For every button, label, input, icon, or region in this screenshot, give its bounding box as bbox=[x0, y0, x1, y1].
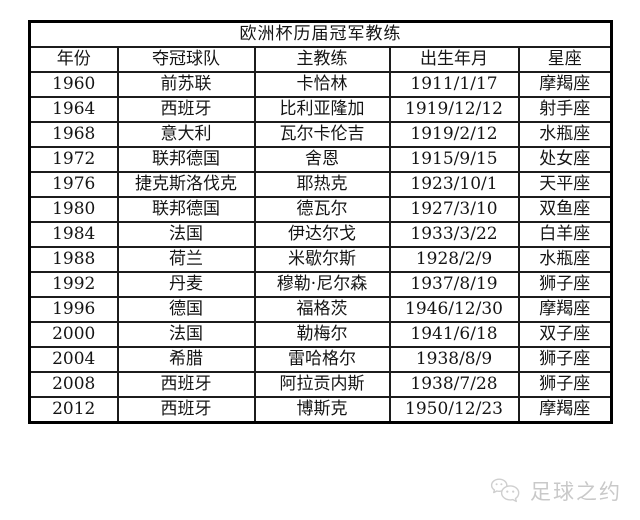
table-cell: 1960 bbox=[28, 71, 119, 98]
table-cell: 丹麦 bbox=[116, 271, 256, 298]
table-row: 2004 希腊 雷哈格尔 1938/8/9 狮子座 bbox=[28, 346, 613, 373]
column-header-team: 夺冠球队 bbox=[116, 46, 256, 73]
table-cell: 法国 bbox=[116, 221, 256, 248]
table-body: 1960 前苏联 卡恰林 1911/1/17 摩羯座 1964 西班牙 比利亚隆加 1919/1… bbox=[28, 71, 613, 424]
table-row: 1960 前苏联 卡恰林 1911/1/17 摩羯座 bbox=[28, 71, 613, 98]
table-row: 1964 西班牙 比利亚隆加 1919/12/12 射手座 bbox=[28, 96, 613, 123]
table-cell: 勒梅尔 bbox=[253, 321, 391, 348]
table-cell: 1928/2/9 bbox=[388, 246, 520, 273]
column-header-zodiac: 星座 bbox=[517, 46, 613, 73]
table-row: 1988 荷兰 米歇尔斯 1928/2/9 水瓶座 bbox=[28, 246, 613, 273]
table-cell: 1972 bbox=[28, 146, 119, 173]
wechat-icon bbox=[490, 478, 521, 505]
table-cell: 希腊 bbox=[116, 346, 256, 373]
table-title: 欧洲杯历届冠军教练 bbox=[28, 20, 613, 48]
table-cell: 德瓦尔 bbox=[253, 196, 391, 223]
table-row: 1976 捷克斯洛伐克 耶热克 1923/10/1 天平座 bbox=[28, 171, 613, 198]
champions-table: 欧洲杯历届冠军教练 年份 夺冠球队 主教练 出生年月 星座 1960 前苏联 卡恰林… bbox=[28, 20, 613, 424]
table-cell: 1968 bbox=[28, 121, 119, 148]
table-cell: 博斯克 bbox=[253, 396, 391, 424]
table-cell: 阿拉贡内斯 bbox=[253, 371, 391, 398]
table-cell: 1938/8/9 bbox=[388, 346, 520, 373]
table-row: 1996 德国 福格茨 1946/12/30 摩羯座 bbox=[28, 296, 613, 323]
column-header-coach: 主教练 bbox=[253, 46, 391, 73]
table-cell: 西班牙 bbox=[116, 371, 256, 398]
table-cell: 1941/6/18 bbox=[388, 321, 520, 348]
table-cell: 伊达尔戈 bbox=[253, 221, 391, 248]
watermark: 足球之约 bbox=[490, 476, 622, 506]
table-cell: 捷克斯洛伐克 bbox=[116, 171, 256, 198]
table-cell: 摩羯座 bbox=[517, 71, 613, 98]
table-cell: 1950/12/23 bbox=[388, 396, 520, 424]
table-row: 2000 法国 勒梅尔 1941/6/18 双子座 bbox=[28, 321, 613, 348]
table-cell: 1988 bbox=[28, 246, 119, 273]
table-cell: 1915/9/15 bbox=[388, 146, 520, 173]
table-cell: 1976 bbox=[28, 171, 119, 198]
table-cell: 1937/8/19 bbox=[388, 271, 520, 298]
table-cell: 意大利 bbox=[116, 121, 256, 148]
table-cell: 射手座 bbox=[517, 96, 613, 123]
table-cell: 处女座 bbox=[517, 146, 613, 173]
column-header-year: 年份 bbox=[28, 46, 119, 73]
table-cell: 卡恰林 bbox=[253, 71, 391, 98]
table-cell: 双鱼座 bbox=[517, 196, 613, 223]
table-cell: 1933/3/22 bbox=[388, 221, 520, 248]
table-cell: 前苏联 bbox=[116, 71, 256, 98]
table-cell: 狮子座 bbox=[517, 371, 613, 398]
table-row: 2008 西班牙 阿拉贡内斯 1938/7/28 狮子座 bbox=[28, 371, 613, 398]
table-row: 1972 联邦德国 舍恩 1915/9/15 处女座 bbox=[28, 146, 613, 173]
watermark-label: 足球之约 bbox=[530, 480, 622, 504]
table-cell: 天平座 bbox=[517, 171, 613, 198]
table-cell: 1911/1/17 bbox=[388, 71, 520, 98]
table-row: 1992 丹麦 穆勒·尼尔森 1937/8/19 狮子座 bbox=[28, 271, 613, 298]
table-cell: 摩羯座 bbox=[517, 296, 613, 323]
table-row: 1980 联邦德国 德瓦尔 1927/3/10 双鱼座 bbox=[28, 196, 613, 223]
table-cell: 狮子座 bbox=[517, 271, 613, 298]
table-cell: 瓦尔卡伦吉 bbox=[253, 121, 391, 148]
table-cell: 1984 bbox=[28, 221, 119, 248]
table-cell: 穆勒·尼尔森 bbox=[253, 271, 391, 298]
table-cell: 舍恩 bbox=[253, 146, 391, 173]
table-cell: 1996 bbox=[28, 296, 119, 323]
table-cell: 联邦德国 bbox=[116, 196, 256, 223]
table-row: 1968 意大利 瓦尔卡伦吉 1919/2/12 水瓶座 bbox=[28, 121, 613, 148]
table-cell: 2000 bbox=[28, 321, 119, 348]
table-cell: 1919/2/12 bbox=[388, 121, 520, 148]
table-cell: 狮子座 bbox=[517, 346, 613, 373]
table-row: 1984 法国 伊达尔戈 1933/3/22 白羊座 bbox=[28, 221, 613, 248]
table-cell: 德国 bbox=[116, 296, 256, 323]
table-cell: 1992 bbox=[28, 271, 119, 298]
table-cell: 水瓶座 bbox=[517, 121, 613, 148]
table-cell: 1938/7/28 bbox=[388, 371, 520, 398]
table-cell: 西班牙 bbox=[116, 96, 256, 123]
table-cell: 白羊座 bbox=[517, 221, 613, 248]
table-cell: 雷哈格尔 bbox=[253, 346, 391, 373]
table-cell: 2008 bbox=[28, 371, 119, 398]
table-cell: 福格茨 bbox=[253, 296, 391, 323]
table-cell: 1927/3/10 bbox=[388, 196, 520, 223]
table-cell: 摩羯座 bbox=[517, 396, 613, 424]
table-cell: 1946/12/30 bbox=[388, 296, 520, 323]
table-cell: 法国 bbox=[116, 321, 256, 348]
table-cell: 1980 bbox=[28, 196, 119, 223]
table-cell: 耶热克 bbox=[253, 171, 391, 198]
table-cell: 联邦德国 bbox=[116, 146, 256, 173]
table-cell: 1964 bbox=[28, 96, 119, 123]
title-row: 欧洲杯历届冠军教练 bbox=[28, 20, 613, 48]
table-cell: 米歇尔斯 bbox=[253, 246, 391, 273]
table-row: 2012 西班牙 博斯克 1950/12/23 摩羯座 bbox=[28, 396, 613, 424]
table-cell: 2004 bbox=[28, 346, 119, 373]
column-header-birthdate: 出生年月 bbox=[388, 46, 520, 73]
table-cell: 西班牙 bbox=[116, 396, 256, 424]
table-cell: 2012 bbox=[28, 396, 119, 424]
table-cell: 荷兰 bbox=[116, 246, 256, 273]
table-cell: 水瓶座 bbox=[517, 246, 613, 273]
table-cell: 1919/12/12 bbox=[388, 96, 520, 123]
champions-table-wrap: 欧洲杯历届冠军教练 年份 夺冠球队 主教练 出生年月 星座 1960 前苏联 卡恰林… bbox=[28, 20, 613, 424]
table-cell: 1923/10/1 bbox=[388, 171, 520, 198]
table-cell: 双子座 bbox=[517, 321, 613, 348]
header-row: 年份 夺冠球队 主教练 出生年月 星座 bbox=[28, 46, 613, 73]
table-cell: 比利亚隆加 bbox=[253, 96, 391, 123]
